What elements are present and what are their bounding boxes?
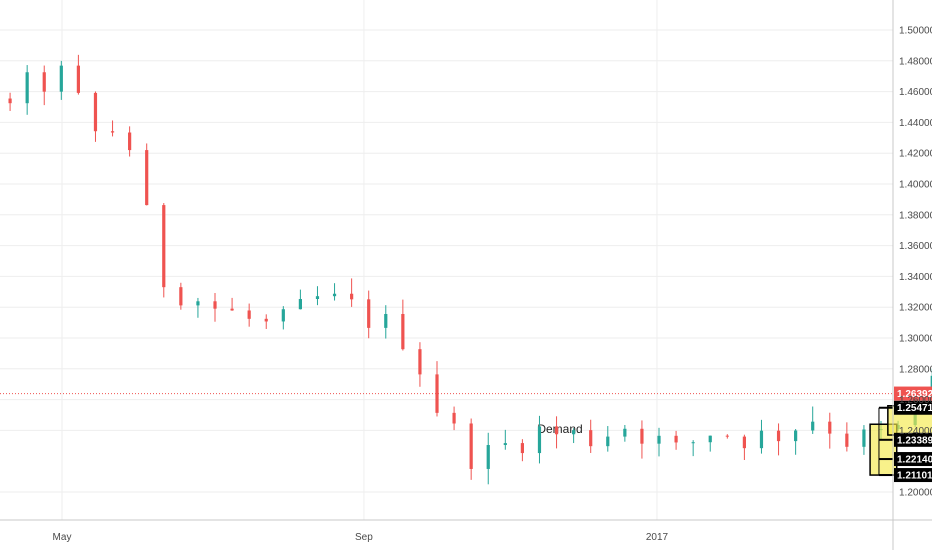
candle-body bbox=[776, 430, 781, 442]
level-label-bg bbox=[894, 468, 932, 483]
candle-body bbox=[452, 412, 456, 424]
y-tick-label: 1.40000 bbox=[899, 180, 932, 191]
candle-body bbox=[8, 98, 12, 104]
grid bbox=[0, 0, 893, 520]
candle-body bbox=[162, 205, 166, 288]
candle-body bbox=[350, 293, 354, 300]
candle-body bbox=[606, 436, 610, 447]
x-tick-label: 2017 bbox=[646, 532, 669, 543]
candle-body bbox=[640, 428, 644, 444]
candle-body bbox=[503, 443, 507, 446]
candle-body bbox=[128, 132, 132, 151]
candle-body bbox=[42, 72, 46, 92]
candle-body bbox=[25, 72, 29, 104]
demand-zone-label: Demand bbox=[537, 422, 582, 436]
candle-body bbox=[196, 301, 200, 306]
candle-body bbox=[247, 310, 251, 319]
candle-body bbox=[862, 429, 866, 447]
candle-body bbox=[725, 435, 729, 437]
candle-body bbox=[845, 433, 849, 447]
y-tick-label: 1.30000 bbox=[899, 334, 932, 345]
y-tick-label: 1.34000 bbox=[899, 272, 932, 283]
level-label-bg bbox=[894, 452, 932, 467]
y-tick-label: 1.24000 bbox=[899, 426, 932, 437]
candles bbox=[8, 54, 932, 485]
candle-body bbox=[674, 435, 678, 443]
y-tick-label: 1.48000 bbox=[899, 56, 932, 67]
candle-body bbox=[298, 299, 302, 310]
candle-body bbox=[145, 150, 149, 206]
y-tick-label: 1.38000 bbox=[899, 210, 932, 221]
x-tick-label: May bbox=[53, 532, 72, 543]
candle-body bbox=[589, 430, 593, 447]
level-label: 1.22140 bbox=[897, 455, 932, 466]
candle-body bbox=[691, 442, 695, 444]
y-tick-label: 1.36000 bbox=[899, 241, 932, 252]
level-label: 1.21101 bbox=[897, 471, 932, 482]
candle-body bbox=[811, 421, 815, 431]
candle-body bbox=[572, 430, 576, 435]
candle-body bbox=[264, 318, 268, 322]
candle-body bbox=[76, 65, 80, 93]
candle-body bbox=[401, 313, 405, 350]
candle-body bbox=[418, 349, 422, 375]
candle-body bbox=[486, 445, 490, 469]
y-tick-label: 1.50000 bbox=[899, 26, 932, 37]
y-tick-label: 1.32000 bbox=[899, 303, 932, 314]
candle-body bbox=[230, 308, 234, 311]
candle-body bbox=[93, 92, 98, 132]
y-tick-label: 1.46000 bbox=[899, 87, 932, 98]
candle-body bbox=[435, 374, 439, 413]
candle-body bbox=[742, 436, 746, 449]
candle-body bbox=[554, 426, 559, 435]
candle-body bbox=[537, 426, 542, 454]
candle-body bbox=[332, 293, 337, 297]
y-tick-label: 1.44000 bbox=[899, 118, 932, 129]
candle-body bbox=[281, 309, 285, 322]
level-label-bg bbox=[894, 432, 932, 447]
y-tick-label: 1.28000 bbox=[899, 364, 932, 375]
y-tick-label: 1.20000 bbox=[899, 488, 932, 499]
candle-body bbox=[657, 435, 661, 444]
candle-body bbox=[794, 430, 798, 442]
y-tick-label: 1.42000 bbox=[899, 149, 932, 160]
candle-body bbox=[59, 65, 63, 92]
candle-body bbox=[179, 287, 183, 306]
candle-body bbox=[367, 299, 371, 328]
last-price-label: 1.26392 bbox=[897, 389, 932, 400]
candle-body bbox=[315, 296, 320, 300]
last-price-label-bg bbox=[894, 386, 932, 401]
candle-body bbox=[384, 313, 388, 328]
y-tick-label: 1.26000 bbox=[899, 395, 932, 406]
candle-body bbox=[623, 428, 627, 437]
level-label-bg bbox=[894, 400, 932, 415]
candle-body bbox=[759, 430, 764, 449]
candle-body bbox=[469, 423, 473, 469]
level-label: 1.25471 bbox=[897, 403, 932, 414]
level-lines: 1.25471 1.23389 1.22140 1.21101 1.26392 bbox=[0, 386, 932, 483]
candle-body bbox=[213, 301, 217, 309]
candle-body bbox=[708, 435, 712, 443]
x-tick-label: Sep bbox=[355, 532, 373, 543]
level-label: 1.23389 bbox=[897, 435, 932, 446]
candle-body bbox=[930, 375, 932, 395]
candle-body bbox=[520, 443, 524, 454]
candle-body bbox=[110, 131, 115, 133]
candle-body bbox=[828, 421, 832, 434]
